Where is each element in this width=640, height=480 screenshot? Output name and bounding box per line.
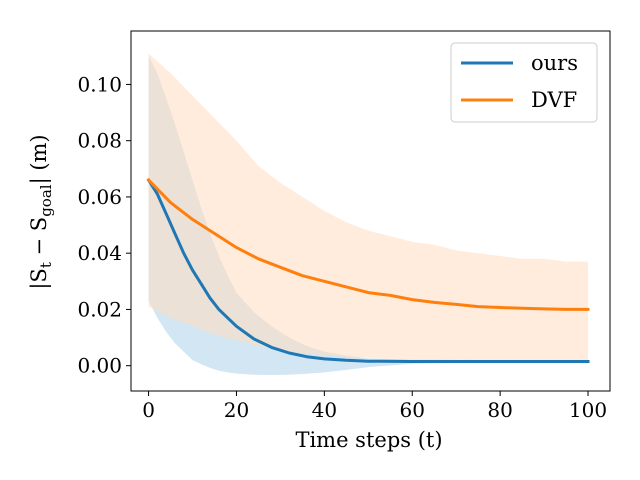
y-tick-label: 0.04	[77, 241, 122, 265]
x-tick-label: 100	[569, 398, 607, 422]
x-tick-label: 40	[312, 398, 337, 422]
line-dvf	[146, 177, 590, 311]
x-tick-label: 80	[487, 398, 512, 422]
y-tick-label: 0.10	[77, 72, 122, 96]
band-dvf	[148, 53, 588, 361]
axis-ticks: 0 20 40 60 80 100 0.00 0.02 0.04 0.06 0.08 0.10	[77, 72, 607, 422]
y-tick-label: 0.08	[77, 129, 122, 153]
legend-label-dvf: DVF	[531, 88, 577, 112]
y-tick-label: 0.06	[77, 185, 122, 209]
confidence-bands	[148, 53, 588, 376]
y-tick-label: 0.00	[77, 354, 122, 378]
series-lines	[146, 177, 590, 363]
x-axis-label: Time steps (t)	[295, 428, 442, 452]
line-ours	[146, 178, 590, 363]
x-tick-label: 0	[142, 398, 155, 422]
x-tick-label: 60	[400, 398, 425, 422]
plot-frame	[130, 30, 611, 392]
x-tick-label: 20	[224, 398, 249, 422]
legend: ours DVF	[450, 42, 598, 123]
legend-label-ours: ours	[531, 51, 578, 75]
band-ours	[148, 56, 588, 376]
y-axis-label: |St − Sgoal| (m)	[27, 134, 55, 289]
y-tick-label: 0.02	[77, 297, 122, 321]
